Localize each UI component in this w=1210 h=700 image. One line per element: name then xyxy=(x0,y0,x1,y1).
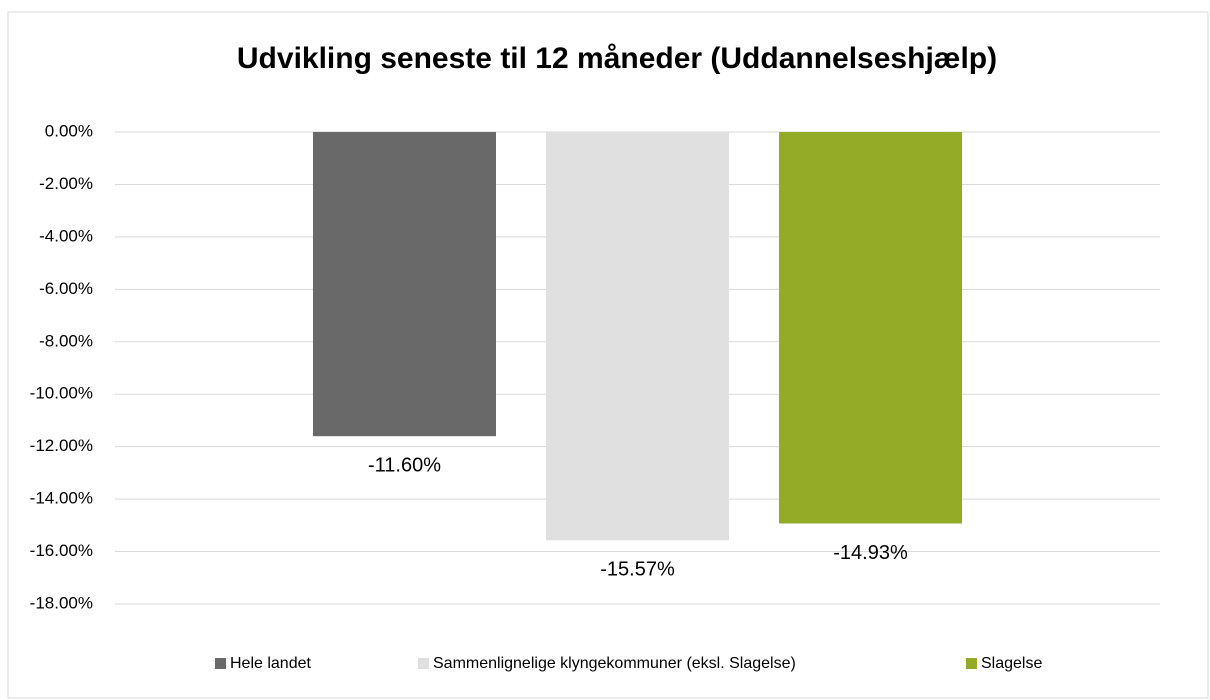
legend-label: Sammenlignelige klyngekommuner (eksl. Sl… xyxy=(433,655,796,672)
y-tick-label: -8.00% xyxy=(39,331,93,350)
legend-label: Hele landet xyxy=(230,655,312,672)
bar xyxy=(313,132,496,437)
data-label: -14.93% xyxy=(833,542,908,564)
chart-title: Udvikling seneste til 12 måneder (Uddann… xyxy=(237,42,997,75)
y-tick-label: -2.00% xyxy=(39,174,93,193)
legend-swatch xyxy=(966,658,977,669)
legend-swatch xyxy=(418,658,429,669)
y-tick-label: -12.00% xyxy=(30,436,93,455)
bar xyxy=(779,132,962,524)
y-tick-label: -4.00% xyxy=(39,226,93,245)
bar xyxy=(546,132,729,541)
y-tick-label: -10.00% xyxy=(30,384,93,403)
legend-swatch xyxy=(215,658,226,669)
data-label: -11.60% xyxy=(368,454,441,476)
y-tick-label: -14.00% xyxy=(30,489,93,508)
legend-label: Slagelse xyxy=(981,655,1042,672)
y-tick-label: -18.00% xyxy=(30,593,93,612)
y-tick-label: 0.00% xyxy=(45,121,93,140)
data-label: -15.57% xyxy=(600,559,675,581)
y-tick-label: -16.00% xyxy=(30,541,93,560)
y-tick-label: -6.00% xyxy=(39,279,93,298)
